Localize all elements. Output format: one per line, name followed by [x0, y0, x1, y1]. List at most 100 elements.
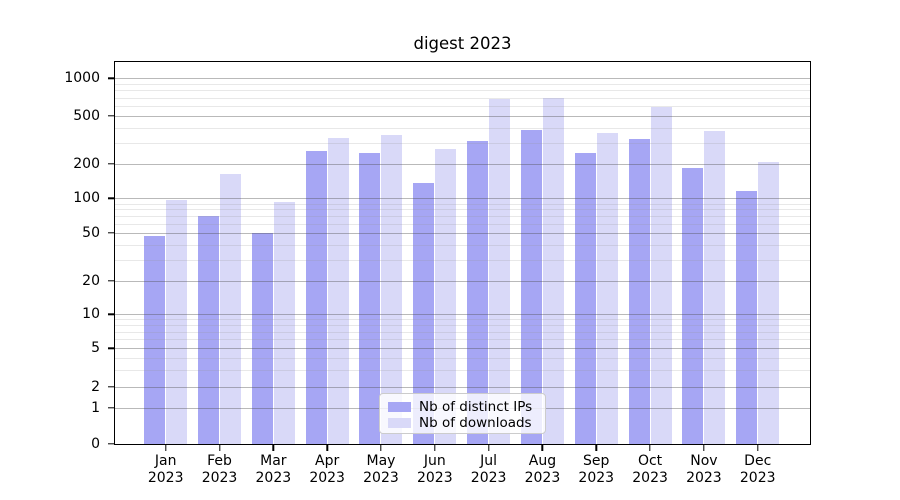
x-tick-label: Mar 2023 [255, 453, 292, 486]
x-tick-mark [541, 445, 544, 451]
x-tick-mark [703, 445, 705, 451]
legend-item-distinct-ips: Nb of distinct IPs [388, 399, 537, 415]
bar-distinct-ips-aug [520, 129, 542, 445]
y-tick-label: 500 [73, 108, 100, 124]
x-tick-mark [487, 445, 490, 451]
y-tick-mark [108, 386, 114, 388]
bar-distinct-ips-dec [736, 190, 758, 445]
bar-downloads-aug [542, 97, 564, 445]
y-tick-label: 1 [91, 400, 100, 416]
y-tick-mark [108, 442, 114, 445]
x-tick-label: Apr 2023 [309, 453, 345, 486]
y-tick-mark [108, 77, 114, 79]
x-tick-label: May 2023 [363, 453, 399, 486]
gridline-minor [115, 142, 810, 144]
bar-distinct-ips-jan [144, 236, 166, 445]
gridline-major [115, 78, 810, 80]
y-tick-label: 100 [73, 190, 100, 207]
gridline-major [115, 387, 810, 388]
gridline-major [115, 116, 810, 117]
x-tick-label: Sep 2023 [578, 453, 615, 486]
gridline-major [115, 233, 810, 234]
x-tick-mark [218, 445, 221, 451]
x-tick-mark [649, 445, 651, 451]
gridline-minor [115, 319, 810, 321]
gridline-minor [115, 331, 810, 333]
x-tick-mark [757, 445, 759, 451]
x-tick-label: Oct 2023 [632, 453, 668, 486]
y-tick-mark [108, 115, 114, 117]
gridline-major [115, 164, 810, 165]
gridline-major [115, 198, 810, 200]
gridline-minor [115, 90, 810, 92]
gridline-minor [115, 357, 810, 359]
bar-distinct-ips-jul [467, 141, 489, 445]
y-tick-mark [108, 197, 114, 199]
y-tick-mark [108, 313, 114, 315]
y-tick-label: 10 [82, 306, 100, 323]
bar-downloads-may [381, 134, 403, 445]
y-tick-label: 0 [91, 435, 100, 452]
bar-downloads-nov [704, 131, 726, 445]
gridline-minor [115, 223, 810, 225]
bar-downloads-jan [166, 199, 188, 445]
legend-label-distinct-ips: Nb of distinct IPs [419, 399, 533, 415]
gridline-minor [115, 325, 810, 327]
y-tick-mark [108, 232, 114, 234]
gridline-minor [115, 203, 810, 205]
y-tick-mark [108, 280, 114, 282]
bar-distinct-ips-oct [628, 138, 650, 445]
x-tick-mark [380, 445, 382, 451]
x-tick-mark [272, 445, 275, 451]
gridline-minor [115, 339, 810, 341]
bar-distinct-ips-may [359, 152, 381, 445]
y-tick-mark [108, 163, 114, 165]
x-tick-label: Jun 2023 [416, 453, 453, 486]
x-tick-label: Jul 2023 [470, 453, 507, 486]
gridline-minor [115, 106, 810, 108]
legend-label-downloads: Nb of downloads [419, 415, 532, 431]
legend: Nb of distinct IPs Nb of downloads [379, 393, 546, 434]
x-tick-mark [595, 445, 597, 451]
x-tick-label: Nov 2023 [686, 453, 722, 486]
bar-downloads-sep [596, 133, 618, 445]
bar-distinct-ips-jun [413, 182, 435, 445]
gridline-minor [115, 244, 810, 246]
x-tick-label: Dec 2023 [739, 453, 776, 486]
gridline-major [115, 281, 810, 282]
y-tick-mark [108, 347, 114, 349]
gridline-minor [115, 209, 810, 211]
y-tick-label: 50 [82, 225, 100, 241]
legend-item-downloads: Nb of downloads [388, 415, 537, 431]
chart-title: digest 2023 [413, 34, 512, 53]
bar-downloads-jun [435, 149, 457, 445]
y-tick-label: 5 [91, 340, 100, 357]
bar-downloads-oct [650, 106, 672, 445]
gridline-minor [115, 216, 810, 218]
bar-distinct-ips-sep [574, 153, 596, 445]
gridline-minor [115, 97, 810, 99]
x-tick-label: Feb 2023 [201, 453, 238, 486]
gridline-major [115, 348, 810, 350]
gridline-minor [115, 259, 810, 261]
x-tick-mark [164, 445, 167, 451]
x-tick-mark [326, 445, 328, 451]
bar-downloads-apr [327, 137, 349, 445]
y-tick-label: 20 [82, 273, 100, 289]
y-tick-label: 1000 [64, 70, 100, 87]
gridline-minor [115, 369, 810, 371]
gridline-minor [115, 127, 810, 129]
x-tick-label: Jan 2023 [147, 453, 184, 486]
bar-downloads-mar [273, 201, 295, 445]
y-tick-label: 200 [73, 156, 100, 172]
gridline-minor [115, 84, 810, 86]
legend-swatch-distinct-ips [388, 402, 411, 412]
x-tick-mark [434, 445, 436, 451]
bar-downloads-feb [220, 173, 242, 445]
bar-distinct-ips-apr [305, 151, 327, 445]
x-tick-label: Aug 2023 [524, 453, 561, 486]
